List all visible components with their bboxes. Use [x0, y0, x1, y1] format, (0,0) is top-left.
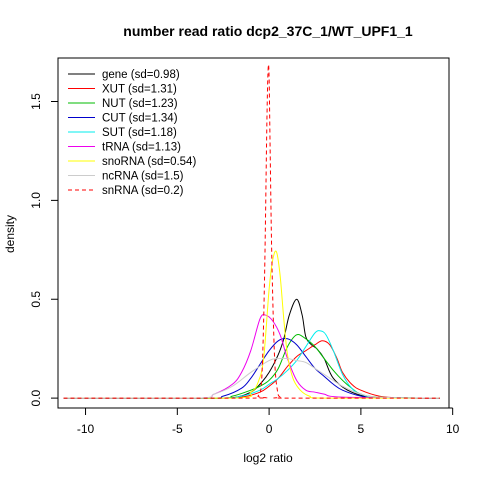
legend-label: XUT (sd=1.31) [102, 84, 177, 96]
x-axis-label: log2 ratio [243, 451, 293, 465]
x-tick-label: -5 [172, 422, 183, 436]
series-line-snrna [63, 64, 440, 399]
y-axis-label: density [3, 215, 17, 253]
legend-label: gene (sd=0.98) [102, 69, 180, 81]
x-tick-label: 10 [446, 422, 460, 436]
legend-label: snoRNA (sd=0.54) [102, 156, 196, 168]
series-line-ncrna [63, 357, 440, 399]
x-tick-label: 0 [266, 422, 273, 436]
series-line-cut [63, 338, 440, 399]
y-tick-label: 0.5 [29, 291, 43, 308]
y-tick-label: 1.0 [29, 192, 43, 209]
y-axis: 0.0 0.5 1.0 1.5 [29, 93, 59, 406]
x-tick-label: -10 [77, 422, 95, 436]
legend-label: tRNA (sd=1.13) [102, 142, 181, 154]
legend-label: NUT (sd=1.23) [102, 98, 178, 110]
y-tick-label: 0.0 [29, 389, 43, 406]
legend-label: SUT (sd=1.18) [102, 127, 177, 139]
x-axis: -10 -5 0 5 10 [77, 407, 460, 436]
series-line-snorna [63, 250, 440, 399]
legend-label: CUT (sd=1.34) [102, 113, 178, 125]
series-layer [63, 64, 440, 399]
x-tick-label: 5 [358, 422, 365, 436]
legend-label: ncRNA (sd=1.5) [102, 171, 184, 183]
legend-label: snRNA (sd=0.2) [102, 185, 184, 197]
legend: gene (sd=0.98) XUT (sd=1.31) NUT (sd=1.23)… [68, 69, 196, 197]
series-line-gene [63, 298, 440, 399]
chart-title: number read ratio dcp2_37C_1/WT_UPF1_1 [123, 23, 413, 39]
y-tick-label: 1.5 [29, 93, 43, 110]
